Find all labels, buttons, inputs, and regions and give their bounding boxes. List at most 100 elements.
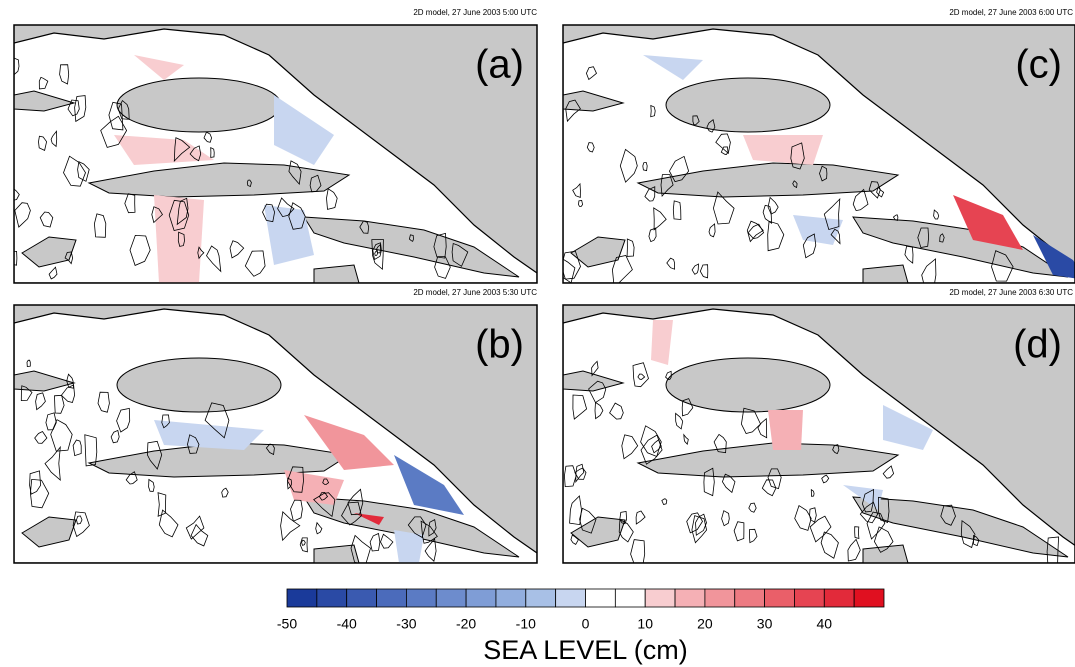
- contour-line: [859, 501, 879, 524]
- contour-line: [611, 255, 633, 283]
- contour-line: [20, 385, 33, 402]
- contour-line: [921, 258, 937, 283]
- map-panel: [14, 305, 537, 563]
- contour-line: [746, 220, 764, 243]
- contour-line: [588, 380, 607, 404]
- contour-line: [830, 228, 841, 245]
- colorbar-segment: [823, 588, 855, 608]
- contour-line: [563, 465, 577, 488]
- contour-line: [54, 394, 65, 414]
- contour-line: [570, 534, 579, 545]
- colorbar-segment: [346, 588, 377, 608]
- contour-line: [262, 203, 276, 223]
- contour-line: [675, 412, 684, 430]
- contour-line: [861, 488, 875, 513]
- colorbar-segment: [465, 588, 497, 608]
- contour-line: [288, 160, 302, 186]
- panel-label: (d): [1013, 323, 1062, 367]
- contour-line: [715, 133, 731, 155]
- panel-label: (c): [1015, 43, 1062, 87]
- contours: [14, 57, 469, 280]
- contour-line: [686, 512, 703, 534]
- contour-line: [50, 130, 58, 148]
- contour-line: [206, 245, 222, 273]
- contour-line: [585, 66, 597, 81]
- contour-line: [621, 434, 639, 460]
- contour-line: [350, 534, 371, 563]
- panel-frame: [13, 304, 538, 564]
- contour-line: [794, 504, 812, 531]
- contour-line: [991, 250, 1014, 282]
- contour-line: [286, 466, 304, 493]
- contour-line: [691, 515, 708, 544]
- contour-line: [668, 155, 690, 183]
- contour-line: [740, 407, 761, 434]
- contour-line: [244, 250, 266, 277]
- contour-line: [651, 439, 662, 454]
- colorbar-segment: [435, 588, 467, 608]
- map-panel: [563, 305, 1075, 563]
- contour-line: [428, 518, 437, 537]
- contour-line: [299, 537, 308, 553]
- colorbar-segment: [585, 588, 616, 608]
- contour-line: [579, 507, 597, 534]
- contour-line: [882, 465, 895, 479]
- contour-line: [653, 207, 667, 231]
- contour-line: [578, 200, 584, 208]
- contour-line: [14, 251, 18, 266]
- contour-line: [852, 188, 869, 212]
- colorbar-tick-label: 10: [637, 616, 653, 632]
- contour-line: [64, 251, 74, 265]
- contour-line: [820, 531, 839, 559]
- colorbar-tick-label: -30: [396, 616, 416, 632]
- colorbar-segment: [614, 588, 646, 608]
- contour-line: [661, 498, 668, 505]
- contour-line: [565, 99, 581, 123]
- contour-line: [933, 209, 940, 220]
- contour-line: [713, 433, 727, 454]
- colorbar-segment: [674, 588, 706, 608]
- contour-line: [265, 443, 275, 456]
- contour-line: [168, 199, 190, 231]
- contour-line: [124, 193, 136, 214]
- panel-frame: [13, 24, 538, 284]
- contour-line: [117, 99, 130, 120]
- contour-line: [229, 240, 245, 259]
- colorbar-tick-label: -10: [516, 616, 536, 632]
- contour-line: [733, 521, 745, 542]
- contour-line: [681, 398, 694, 417]
- contour-line: [960, 519, 976, 549]
- contour-line: [277, 197, 295, 218]
- contour-line: [347, 488, 364, 516]
- panel-label: (b): [475, 323, 524, 367]
- contour-line: [706, 119, 716, 133]
- contour-line: [176, 197, 189, 226]
- contour-line: [110, 429, 120, 444]
- contour-line: [703, 467, 715, 497]
- colorbar-tick-label: 20: [697, 616, 713, 632]
- contour-line: [832, 444, 840, 455]
- contour-line: [48, 266, 58, 280]
- contour-line: [572, 182, 581, 198]
- contour-line: [177, 231, 185, 247]
- contour-line: [618, 518, 634, 543]
- colorbar-tick-label: -20: [456, 616, 476, 632]
- contour-line: [665, 370, 672, 380]
- contour-line: [72, 511, 90, 538]
- contour-line: [720, 146, 729, 155]
- contour-line: [810, 488, 815, 497]
- contour-line: [116, 407, 131, 433]
- contour-line: [125, 471, 138, 485]
- colorbar-segment: [555, 588, 586, 608]
- contour-line: [821, 474, 830, 484]
- contour-line: [50, 419, 73, 452]
- colorbar-tick-label: 40: [817, 616, 833, 632]
- contour-line: [695, 513, 707, 536]
- contour-line: [762, 204, 773, 225]
- contour-line: [637, 373, 646, 380]
- contour-line: [868, 181, 881, 199]
- contour-line: [100, 115, 128, 148]
- contour-line: [14, 57, 20, 76]
